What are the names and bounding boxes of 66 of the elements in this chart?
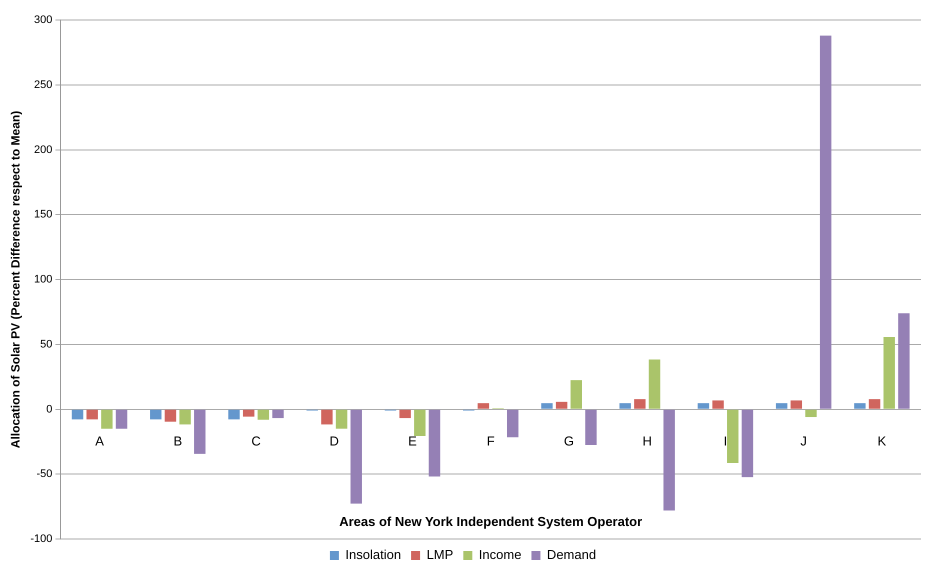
bar: [712, 400, 724, 409]
bar: [179, 410, 191, 424]
bar: [648, 360, 660, 409]
bar: [86, 410, 98, 420]
x-tick-label: A: [95, 434, 104, 449]
x-tick-label: J: [800, 434, 807, 449]
bar: [742, 410, 754, 478]
bar: [556, 402, 568, 409]
y-tick-label: 50: [40, 338, 52, 350]
y-axis-title: Allocation of Solar PV (Percent Difference respect to Mean): [8, 110, 23, 448]
legend-label: Demand: [546, 547, 596, 562]
bar: [228, 410, 240, 420]
bar: [116, 410, 128, 429]
bar: [868, 399, 880, 409]
bar: [663, 410, 675, 510]
bar: [820, 36, 832, 409]
y-tick-label: 0: [46, 403, 52, 416]
bar: [854, 403, 866, 409]
bar: [428, 410, 440, 476]
legend-label: Insolation: [345, 547, 402, 562]
bar: [898, 313, 910, 409]
bar: [399, 410, 411, 418]
bar: [541, 403, 553, 409]
bar: [478, 403, 490, 409]
legend-label: LMP: [426, 547, 454, 562]
x-tick-label: B: [173, 434, 182, 449]
bar: [619, 403, 631, 409]
bar: [570, 380, 582, 409]
y-tick-label: 300: [34, 14, 52, 26]
bar: [150, 410, 162, 420]
x-axis-title: Areas of New York Independent System Operator: [339, 514, 642, 530]
bar: [272, 410, 284, 418]
bar: [883, 336, 895, 409]
y-tick-label: 150: [34, 208, 52, 221]
x-tick-label: F: [486, 434, 495, 449]
bar: [414, 410, 426, 436]
x-tick-label: K: [878, 434, 887, 449]
x-tick-label: D: [330, 434, 339, 449]
bar: [258, 410, 270, 420]
bar: [164, 410, 176, 422]
x-tick-label: I: [724, 434, 728, 449]
bar: [727, 410, 738, 463]
bar: [790, 400, 802, 409]
y-tick-label: 250: [34, 78, 52, 91]
x-tick-label: G: [564, 434, 574, 449]
bar: [805, 410, 817, 418]
bar: [101, 410, 113, 429]
y-tick-label: -50: [36, 468, 52, 480]
bar: [321, 410, 333, 424]
bar: [242, 410, 254, 417]
bar: [506, 410, 518, 438]
y-tick-label: 200: [34, 144, 52, 156]
legend-label: Income: [478, 547, 522, 562]
x-tick-label: C: [251, 434, 261, 449]
y-tick-label: 100: [34, 274, 52, 286]
x-tick-label: H: [642, 434, 652, 449]
bar: [72, 410, 84, 420]
bar: [698, 403, 710, 409]
bar: [634, 399, 646, 409]
bar: [350, 410, 362, 504]
bar: [776, 403, 788, 409]
x-tick-label: E: [408, 434, 418, 449]
bar: [585, 410, 597, 446]
y-tick-label: -100: [30, 533, 52, 546]
bar: [194, 410, 206, 454]
bar: [336, 410, 348, 429]
